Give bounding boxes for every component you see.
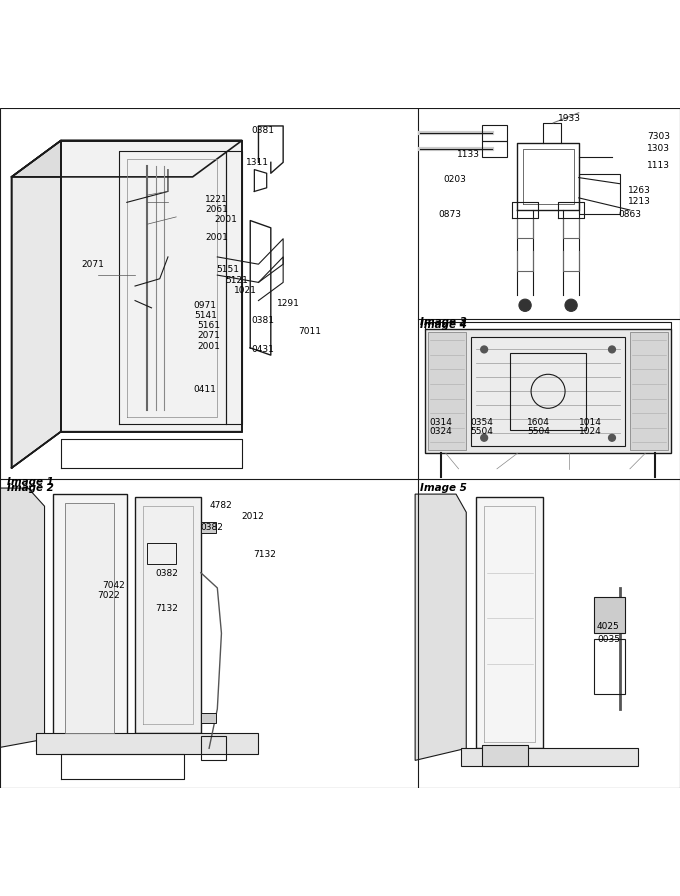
Text: Image 4: Image 4: [420, 320, 467, 330]
Text: 0863: 0863: [619, 210, 642, 219]
Polygon shape: [12, 141, 61, 468]
Polygon shape: [428, 332, 466, 450]
Text: 5141: 5141: [194, 311, 217, 320]
Text: 1311: 1311: [246, 158, 269, 167]
Text: 0324: 0324: [430, 427, 452, 436]
Bar: [201, 712, 216, 723]
Text: 7132: 7132: [155, 604, 178, 613]
Bar: [201, 737, 226, 761]
Polygon shape: [461, 748, 638, 766]
Text: 0381: 0381: [252, 315, 275, 324]
Polygon shape: [426, 329, 670, 453]
Text: 1221: 1221: [205, 194, 228, 203]
Text: 7303: 7303: [647, 132, 670, 141]
Polygon shape: [53, 494, 126, 739]
Text: 1113: 1113: [647, 160, 670, 169]
Text: 2012: 2012: [241, 512, 264, 521]
Bar: [579, 174, 619, 214]
Text: 5121: 5121: [226, 276, 249, 285]
Text: 2061: 2061: [205, 205, 228, 214]
Text: 0382: 0382: [155, 569, 178, 578]
Bar: [594, 597, 625, 633]
Text: 1263: 1263: [628, 185, 651, 194]
Text: 5161: 5161: [197, 321, 220, 330]
Text: 0354: 0354: [471, 418, 494, 426]
Text: 0035: 0035: [597, 635, 620, 644]
Bar: [201, 522, 216, 533]
Circle shape: [609, 435, 615, 441]
Text: 5151: 5151: [216, 265, 239, 274]
Polygon shape: [61, 141, 242, 432]
Polygon shape: [630, 332, 668, 450]
Text: 1604: 1604: [527, 418, 550, 426]
Polygon shape: [135, 497, 201, 733]
Text: 0411: 0411: [193, 385, 216, 394]
Text: 5504: 5504: [471, 427, 494, 436]
Text: 0314: 0314: [430, 418, 453, 426]
Text: 0381: 0381: [252, 126, 275, 135]
Text: Image 3: Image 3: [420, 317, 467, 327]
Text: 2001: 2001: [205, 233, 228, 242]
Text: 1933: 1933: [558, 115, 581, 124]
Text: 7022: 7022: [97, 591, 120, 600]
Text: 1303: 1303: [647, 144, 670, 153]
Text: 5504: 5504: [527, 427, 550, 436]
Polygon shape: [0, 488, 45, 748]
Text: 1014: 1014: [579, 418, 602, 426]
Text: 4025: 4025: [597, 622, 619, 631]
Bar: [148, 542, 176, 564]
Circle shape: [481, 435, 488, 441]
Bar: [481, 142, 507, 158]
Text: 0873: 0873: [439, 210, 462, 219]
Polygon shape: [481, 745, 528, 766]
Text: 2001: 2001: [197, 341, 220, 350]
Text: 0203: 0203: [443, 175, 466, 184]
Circle shape: [609, 346, 615, 353]
Circle shape: [481, 346, 488, 353]
Ellipse shape: [519, 299, 531, 312]
Bar: [510, 352, 586, 430]
Polygon shape: [65, 504, 114, 733]
Text: 0382: 0382: [201, 523, 224, 532]
Text: 2071: 2071: [197, 332, 220, 340]
Polygon shape: [477, 497, 543, 748]
Text: 0431: 0431: [252, 345, 275, 354]
Text: 2071: 2071: [82, 260, 105, 269]
Text: 4782: 4782: [209, 501, 232, 511]
Text: 1021: 1021: [234, 287, 257, 296]
Text: 7132: 7132: [253, 549, 276, 558]
Polygon shape: [415, 494, 466, 761]
Ellipse shape: [565, 299, 577, 312]
Text: 1291: 1291: [277, 299, 301, 308]
Bar: [594, 640, 625, 694]
Text: 2001: 2001: [214, 215, 237, 224]
Text: 1024: 1024: [579, 427, 602, 436]
Text: Image 2: Image 2: [7, 483, 54, 494]
Text: Image 1: Image 1: [7, 477, 54, 487]
Text: 7011: 7011: [298, 327, 321, 336]
Text: 7042: 7042: [102, 581, 124, 590]
Polygon shape: [36, 733, 258, 754]
Text: Image 5: Image 5: [420, 483, 467, 494]
Polygon shape: [471, 337, 625, 445]
Text: 1133: 1133: [457, 151, 480, 159]
Bar: [481, 125, 507, 142]
Text: 1213: 1213: [628, 197, 651, 206]
Text: 0971: 0971: [194, 301, 217, 310]
Polygon shape: [12, 141, 242, 177]
